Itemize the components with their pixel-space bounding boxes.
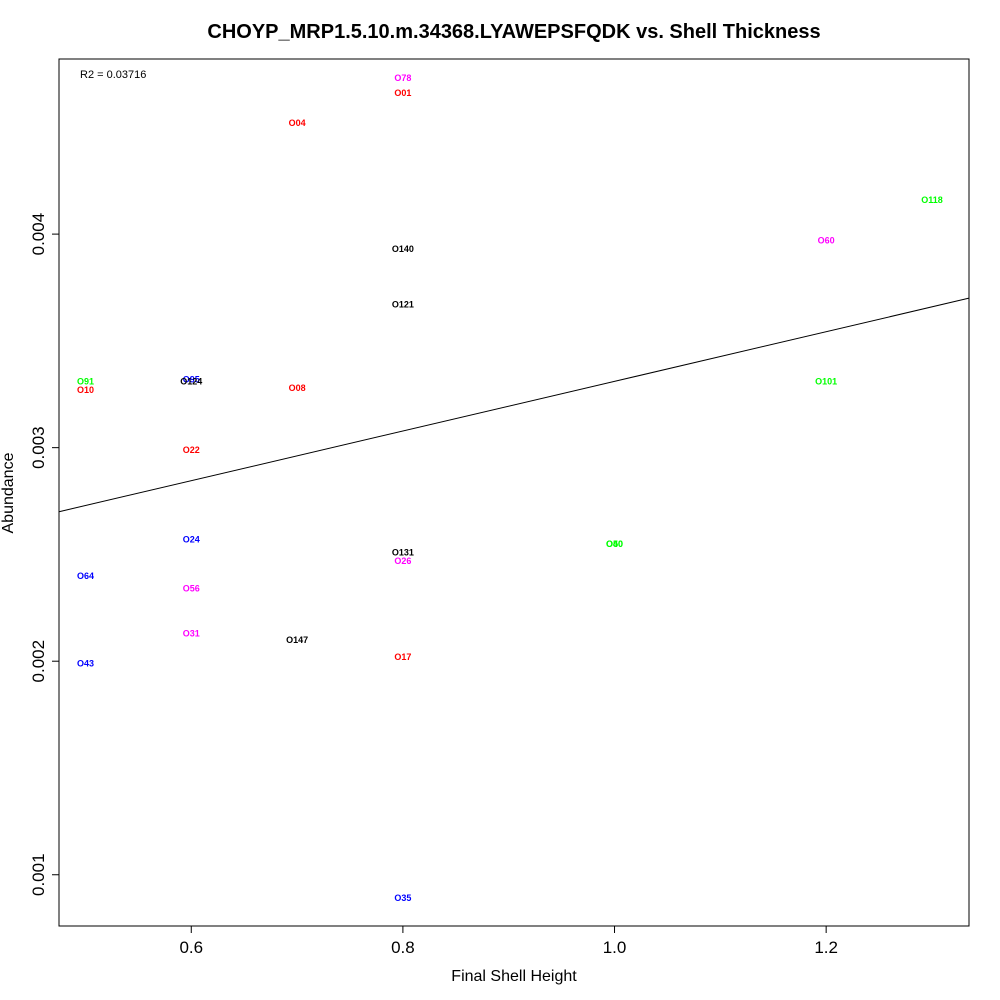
x-tick-label: 1.2 [814, 938, 838, 957]
y-tick-label: 0.002 [29, 640, 48, 683]
y-tick-label: 0.001 [29, 853, 48, 896]
point-label-o08: O08 [289, 383, 306, 393]
point-label-o22: O22 [183, 445, 200, 455]
x-tick-label: 0.6 [179, 938, 203, 957]
r2-annotation: R2 = 0.03716 [80, 69, 146, 81]
regression-line-group [58, 297, 970, 513]
x-tick-label: 0.8 [391, 938, 415, 957]
plot-area-frame [58, 58, 970, 927]
point-label-o26: O26 [394, 556, 411, 566]
point-label-o124: O124 [180, 376, 202, 386]
y-axis: 0.001 0.002 0.003 0.004 [29, 213, 60, 896]
point-label-o60: O60 [818, 236, 835, 246]
point-label-o24: O24 [183, 534, 200, 544]
point-label-o56: O56 [183, 584, 200, 594]
point-label-o147: O147 [286, 635, 308, 645]
point-label-o95: O95 [183, 374, 200, 384]
point-label-o40: O40 [606, 539, 623, 549]
point-label-o01: O01 [394, 88, 411, 98]
point-label-o31: O31 [183, 628, 200, 638]
y-tick-label: 0.003 [29, 426, 48, 469]
point-label-o17: O17 [394, 652, 411, 662]
point-label-o121: O121 [392, 300, 414, 310]
point-label-o04: O04 [289, 118, 306, 128]
point-label-o43: O43 [77, 658, 94, 668]
x-tick-label: 1.0 [603, 938, 627, 957]
point-label-o35: O35 [394, 893, 411, 903]
y-axis-label: Abundance [0, 452, 17, 533]
point-label-o78: O78 [394, 73, 411, 83]
point-label-o131: O131 [392, 547, 414, 557]
x-axis: 0.6 0.8 1.0 1.2 [179, 925, 838, 957]
point-label-o101: O101 [815, 376, 837, 386]
point-label-o91: O91 [77, 376, 94, 386]
y-tick-label: 0.004 [29, 213, 48, 256]
x-axis-label: Final Shell Height [451, 968, 577, 985]
point-label-o140: O140 [392, 244, 414, 254]
point-label-o64: O64 [77, 571, 94, 581]
chart-title: CHOYP_MRP1.5.10.m.34368.LYAWEPSFQDK vs. … [207, 21, 820, 43]
point-label-o118: O118 [921, 195, 943, 205]
regression-line [58, 297, 970, 513]
point-label-o50: O50 [606, 539, 623, 549]
point-label-o10: O10 [77, 385, 94, 395]
